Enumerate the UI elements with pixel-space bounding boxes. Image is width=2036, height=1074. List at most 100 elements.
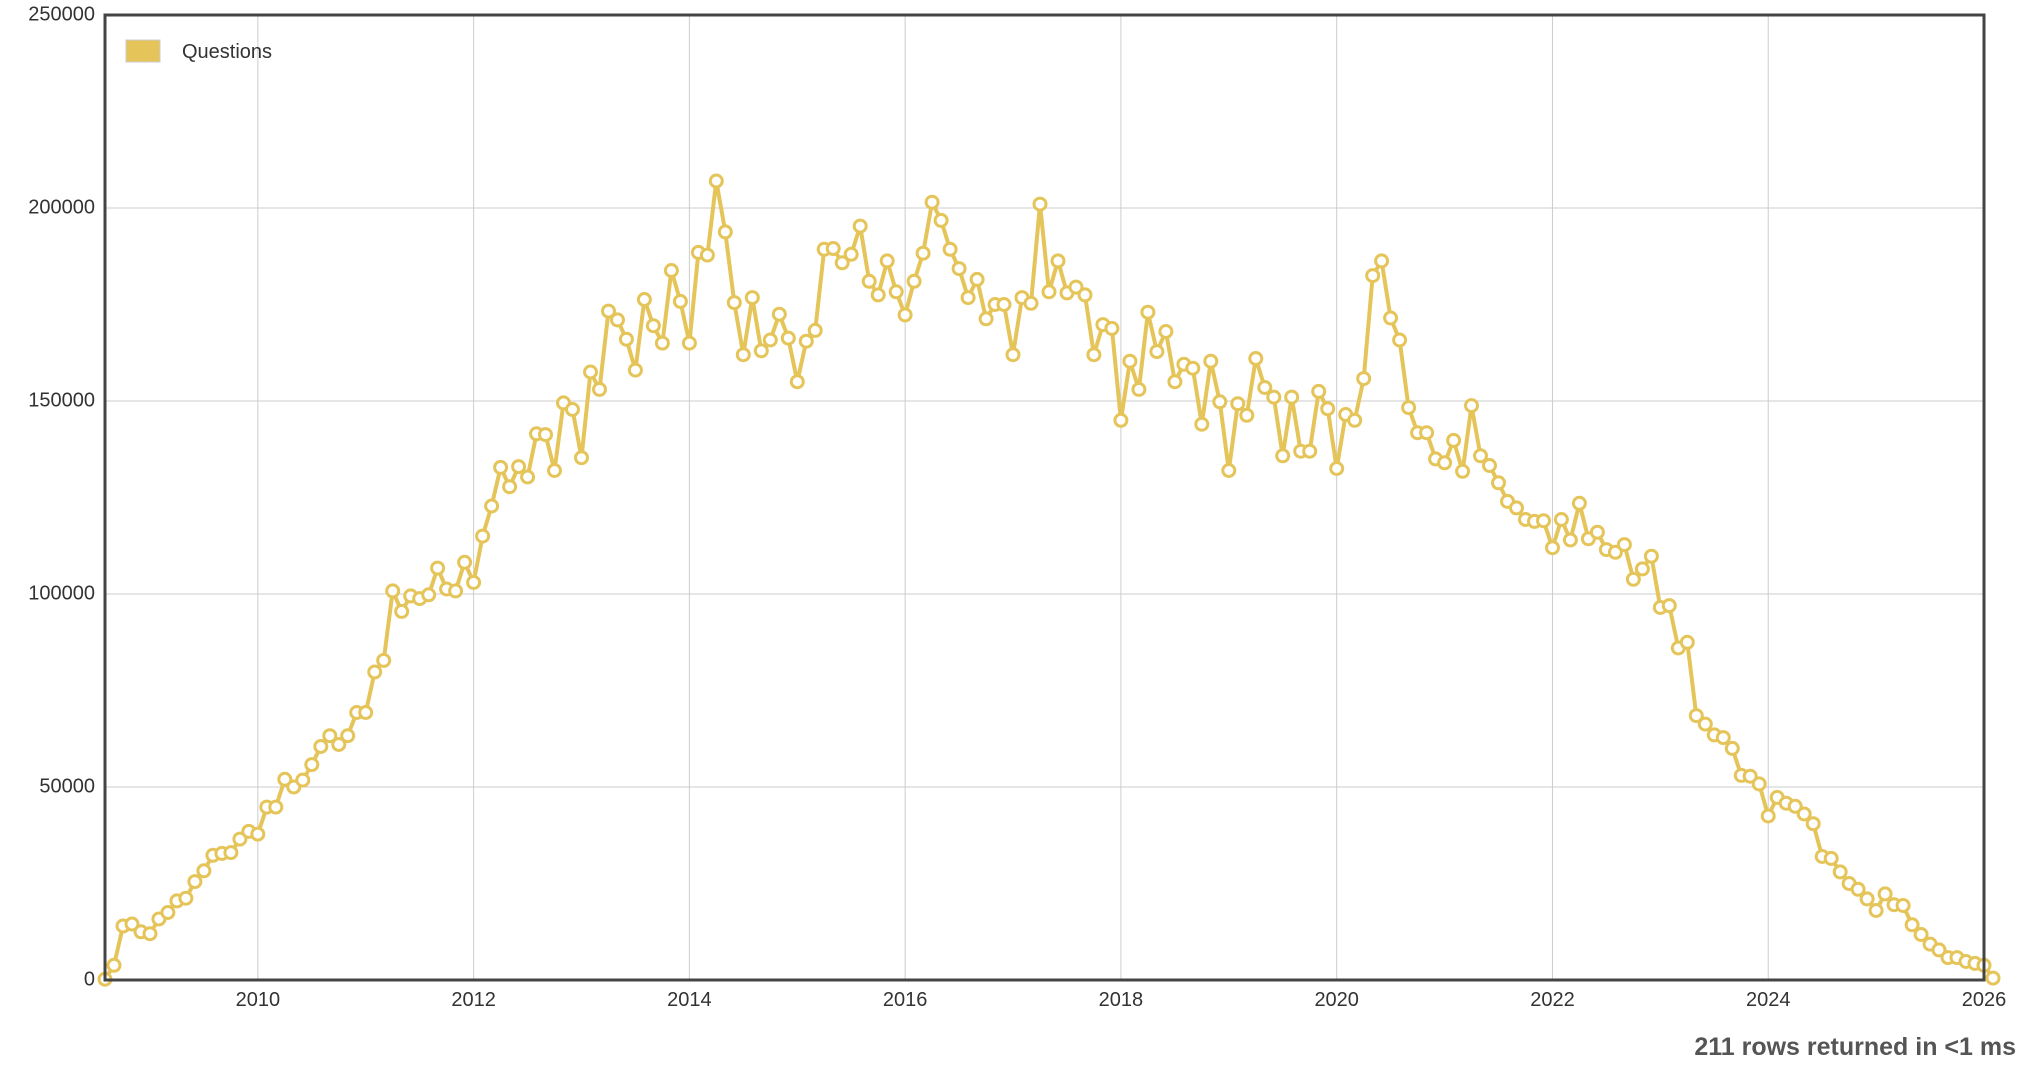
data-point xyxy=(547,463,562,478)
data-point xyxy=(421,587,437,603)
data-point xyxy=(627,362,643,378)
x-tick-label: 2026 xyxy=(1962,989,2007,1011)
data-point xyxy=(1068,279,1084,295)
data-point xyxy=(313,739,329,754)
data-point xyxy=(699,247,715,263)
data-point xyxy=(915,245,931,261)
data-point xyxy=(1041,284,1057,300)
x-tick-label: 2018 xyxy=(1099,989,1144,1011)
data-point xyxy=(250,826,266,842)
y-tick-label: 100000 xyxy=(28,582,95,604)
data-point xyxy=(331,737,347,752)
data-point xyxy=(1320,401,1336,417)
data-point xyxy=(798,333,814,349)
data-point xyxy=(1455,463,1471,479)
data-point xyxy=(753,343,769,359)
data-point xyxy=(1203,353,1219,369)
data-point xyxy=(1158,324,1174,339)
data-point xyxy=(1634,561,1650,577)
data-point xyxy=(834,255,850,271)
data-point xyxy=(592,381,607,397)
data-point xyxy=(789,374,805,390)
data-point xyxy=(1985,970,2001,986)
data-point xyxy=(1383,310,1399,326)
x-tick-label: 2016 xyxy=(883,989,928,1011)
data-point xyxy=(1248,351,1264,366)
data-point xyxy=(1491,475,1506,491)
data-point xyxy=(1113,412,1129,428)
data-point xyxy=(645,318,661,334)
data-point xyxy=(1266,389,1282,405)
data-point xyxy=(502,479,518,495)
data-point xyxy=(1212,394,1228,410)
data-point xyxy=(1509,500,1524,516)
data-point xyxy=(1365,268,1381,284)
y-tick-label: 150000 xyxy=(28,389,95,411)
data-point xyxy=(1904,917,1920,933)
legend-label-questions: Questions xyxy=(182,41,272,63)
data-point xyxy=(924,194,940,210)
y-tick-label: 50000 xyxy=(39,775,95,797)
data-point xyxy=(780,330,796,346)
data-point xyxy=(583,364,598,380)
data-point xyxy=(870,287,886,303)
data-point xyxy=(852,218,868,234)
data-point xyxy=(996,297,1012,312)
data-point xyxy=(1149,344,1165,360)
plot-border xyxy=(103,13,1986,982)
data-point xyxy=(466,574,482,590)
data-point xyxy=(762,332,778,348)
data-point xyxy=(1625,571,1641,587)
data-point xyxy=(511,459,527,475)
data-point xyxy=(1329,461,1345,476)
data-point xyxy=(1221,463,1237,478)
y-tick-label: 250000 xyxy=(28,3,95,25)
data-point xyxy=(1913,927,1929,942)
data-point xyxy=(277,771,293,787)
data-point xyxy=(1131,381,1147,397)
data-point xyxy=(1796,806,1812,822)
data-point xyxy=(1374,253,1390,269)
data-point xyxy=(1464,398,1479,414)
data-point xyxy=(1392,332,1408,348)
data-point xyxy=(1877,886,1893,902)
data-point xyxy=(1868,903,1884,918)
data-point xyxy=(1356,371,1372,387)
series-questions xyxy=(97,173,2001,987)
data-point xyxy=(1931,942,1947,958)
data-point xyxy=(1616,537,1632,553)
data-point xyxy=(124,916,140,932)
data-point xyxy=(717,224,733,240)
data-point xyxy=(1302,443,1318,459)
data-point xyxy=(807,322,823,338)
data-point xyxy=(960,290,976,306)
data-point xyxy=(879,253,895,269)
data-point xyxy=(888,284,904,300)
data-point xyxy=(951,261,967,277)
data-point xyxy=(1553,512,1569,527)
data-point xyxy=(825,241,841,256)
data-point xyxy=(1437,455,1453,471)
data-point xyxy=(1284,389,1300,405)
data-point xyxy=(448,583,464,599)
x-tick-label: 2012 xyxy=(451,989,496,1011)
data-point xyxy=(430,560,446,576)
data-point xyxy=(538,427,553,443)
data-point xyxy=(1311,383,1327,399)
data-point xyxy=(1715,730,1731,746)
data-point xyxy=(1032,196,1048,212)
data-point xyxy=(565,402,580,417)
data-point xyxy=(1607,544,1623,560)
x-tick-label: 2022 xyxy=(1530,989,1575,1011)
data-point xyxy=(295,772,311,788)
data-point xyxy=(268,799,284,815)
data-point xyxy=(1545,540,1560,556)
data-point xyxy=(106,957,122,973)
data-point xyxy=(1832,864,1848,880)
x-tick-label: 2010 xyxy=(236,989,281,1011)
data-point xyxy=(232,831,248,847)
data-point xyxy=(843,246,859,262)
y-tick-label: 200000 xyxy=(28,196,95,218)
